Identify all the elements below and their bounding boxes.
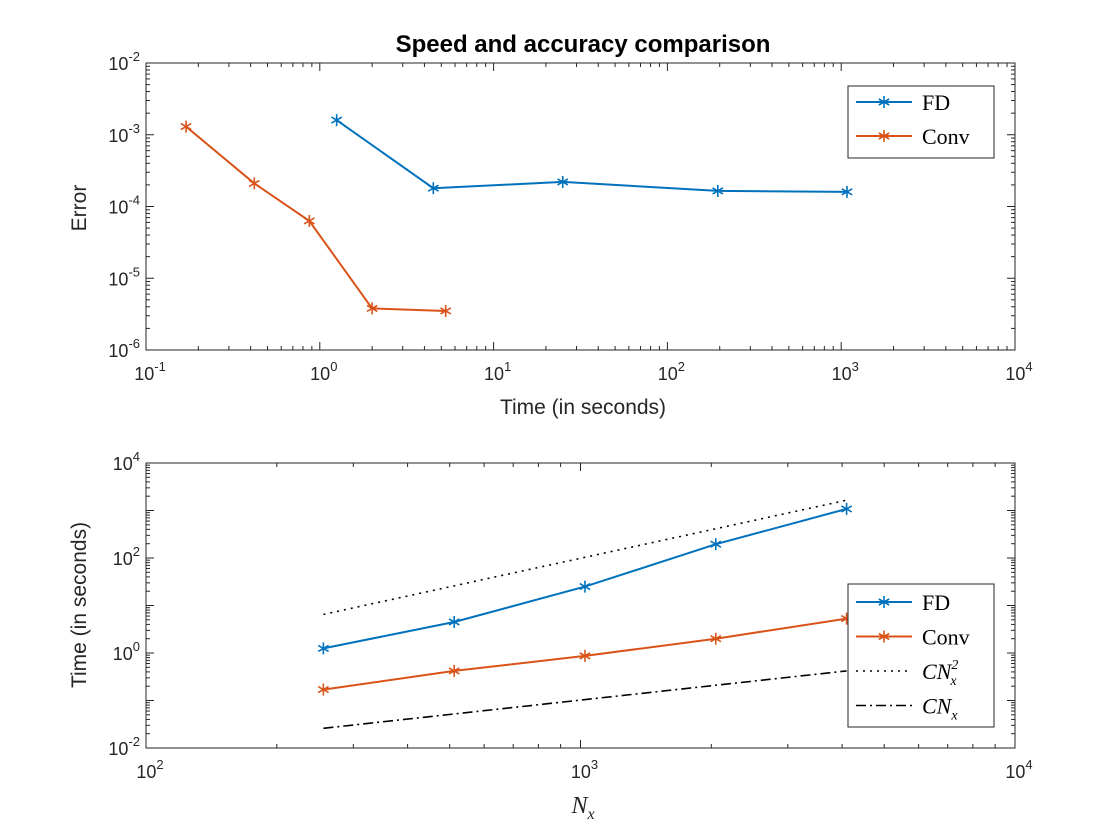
top-y-axis-label: Error — [68, 185, 91, 232]
data-point-marker — [366, 302, 378, 315]
y-tick-label: 10-4 — [108, 193, 140, 218]
series-conv — [317, 612, 853, 696]
x-tick-label: 101 — [484, 359, 511, 384]
legend-item: FD — [856, 590, 950, 615]
data-point-marker — [427, 182, 439, 195]
y-tick-label: 10-2 — [108, 49, 140, 74]
data-point-marker — [579, 580, 591, 593]
data-point-marker — [180, 120, 192, 133]
y-tick-label: 10-5 — [108, 264, 140, 289]
y-tick-label: 10-3 — [108, 121, 140, 146]
x-tick-label: 103 — [571, 757, 598, 782]
top-series-group — [180, 114, 853, 317]
data-point-marker — [878, 596, 890, 608]
data-point-marker — [878, 96, 890, 108]
data-point-marker — [710, 538, 722, 551]
legend-label: CN2 x — [922, 658, 958, 689]
bottom-tick-labels: 102 103 104 10-2 100 102 104 — [108, 449, 1032, 782]
series-fd — [317, 502, 853, 655]
top-legend: FD Conv — [847, 85, 995, 159]
data-point-marker — [317, 642, 329, 655]
series-line — [323, 499, 847, 616]
legend-label: FD — [922, 590, 950, 615]
x-tick-label: 104 — [1005, 359, 1032, 384]
data-point-marker — [331, 114, 343, 127]
legend-item: FD — [856, 90, 950, 115]
bottom-y-axis-label: Time (in seconds) — [68, 522, 91, 688]
bottom-panel: Nx Time (in seconds) 102 103 10410-2100102… — [68, 449, 1033, 823]
bottom-series-group — [317, 499, 853, 730]
legend-label: CNx — [922, 694, 958, 724]
legend-item: CN2 x — [856, 658, 958, 689]
top-chart-title: Speed and accuracy comparison — [396, 31, 771, 58]
legend-label: FD — [922, 90, 950, 115]
x-tick-label: 102 — [658, 359, 685, 384]
data-point-marker — [317, 683, 329, 696]
data-point-marker — [878, 630, 890, 643]
bottom-legend: FD Conv CN2 x CNx — [847, 583, 995, 728]
top-x-axis-label: Time (in seconds) — [500, 396, 666, 419]
data-point-marker — [841, 185, 853, 198]
x-tick-label: 10-1 — [134, 359, 166, 384]
y-tick-label: 100 — [113, 639, 140, 664]
data-point-marker — [557, 175, 569, 188]
legend-label: Conv — [922, 124, 970, 149]
legend-label: Conv — [922, 625, 970, 650]
legend-item: Conv — [856, 625, 970, 650]
data-point-marker — [579, 649, 591, 662]
data-point-marker — [878, 130, 890, 142]
x-tick-label: 104 — [1005, 757, 1032, 782]
data-point-marker — [448, 615, 460, 628]
y-tick-label: 10-6 — [108, 336, 140, 361]
legend-box — [847, 583, 995, 728]
bottom-x-axis-label: Nx — [570, 793, 594, 823]
legend-item: Conv — [856, 124, 970, 149]
legend-box — [847, 85, 995, 159]
series-conv — [180, 120, 452, 317]
y-tick-label: 104 — [113, 449, 140, 474]
data-point-marker — [712, 184, 724, 197]
x-tick-label: 102 — [136, 757, 163, 782]
series-line — [323, 670, 847, 730]
data-point-marker — [840, 502, 853, 515]
y-tick-label: 102 — [113, 544, 140, 569]
y-tick-label: 10-2 — [108, 734, 140, 759]
top-tick-labels: 10-1 100 101 102 103 104 10-6 10-5 10-4 10-3 10-2 — [108, 49, 1032, 384]
x-tick-label: 100 — [310, 359, 337, 384]
data-point-marker — [710, 632, 722, 645]
data-point-marker — [248, 177, 260, 190]
series-cn-x — [323, 670, 847, 730]
data-point-marker — [440, 304, 452, 317]
top-panel: Speed and accuracy comparison Time (in s… — [68, 31, 1033, 419]
series-cn-x-2 — [323, 499, 847, 616]
x-tick-label: 103 — [832, 359, 859, 384]
series-fd — [331, 114, 853, 198]
data-point-marker — [303, 214, 315, 227]
legend-item: CNx — [856, 694, 958, 724]
data-point-marker — [448, 664, 460, 677]
